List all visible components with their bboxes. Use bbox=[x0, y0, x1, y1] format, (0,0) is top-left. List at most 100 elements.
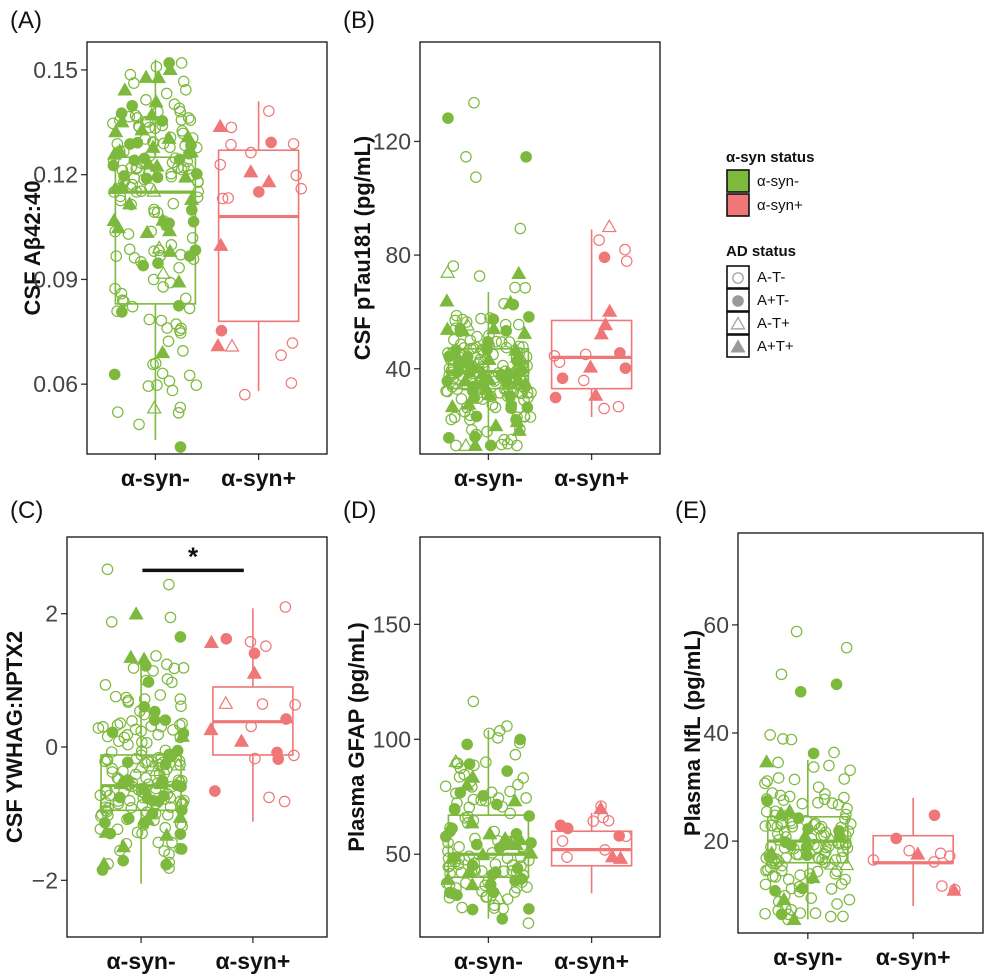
point-filled-triangle bbox=[593, 326, 609, 340]
point-open-circle bbox=[174, 401, 187, 414]
y-tick-label: 40 bbox=[703, 720, 729, 746]
point-filled-triangle bbox=[96, 856, 112, 870]
point-open-circle bbox=[475, 865, 488, 877]
point-open-circle bbox=[121, 728, 134, 741]
y-tick-label: 40 bbox=[385, 356, 411, 382]
point-open-circle bbox=[772, 772, 785, 784]
point-filled-triangle bbox=[597, 317, 614, 331]
point-open-circle bbox=[173, 324, 186, 337]
point-open-circle bbox=[775, 668, 788, 681]
point-filled-triangle bbox=[144, 107, 160, 121]
point-filled-circle bbox=[142, 676, 155, 688]
point-open-circle bbox=[504, 807, 517, 820]
point-open-circle bbox=[489, 401, 502, 414]
point-filled-circle bbox=[121, 756, 134, 769]
point-open-circle bbox=[147, 273, 160, 286]
point-open-circle bbox=[167, 724, 179, 736]
point-open-circle bbox=[790, 848, 803, 861]
point-filled-circle bbox=[470, 410, 483, 423]
point-filled-circle bbox=[108, 368, 121, 381]
plot-frame bbox=[419, 536, 661, 938]
point-filled-circle bbox=[598, 251, 611, 264]
point-open-circle bbox=[110, 250, 123, 262]
point-filled-circle bbox=[830, 678, 843, 691]
point-filled-triangle bbox=[593, 800, 609, 815]
point-open-circle bbox=[175, 700, 187, 712]
point-open-circle bbox=[458, 768, 471, 781]
y-tick-label: 2 bbox=[45, 601, 58, 627]
panel-letter: (D) bbox=[343, 497, 376, 524]
point-open-circle bbox=[160, 87, 173, 100]
point-open-triangle bbox=[459, 317, 475, 331]
point-filled-circle bbox=[619, 362, 632, 374]
point-open-circle bbox=[470, 341, 483, 354]
point-filled-circle bbox=[114, 791, 126, 804]
point-filled-triangle bbox=[246, 665, 262, 679]
point-filled-circle bbox=[183, 250, 196, 262]
y-axis-title: CSF Aβ42:40 bbox=[20, 181, 45, 316]
point-filled-circle bbox=[174, 631, 187, 643]
point-open-circle bbox=[619, 243, 631, 256]
point-filled-circle bbox=[174, 828, 187, 840]
point-open-circle bbox=[503, 336, 516, 348]
point-filled-circle bbox=[515, 872, 528, 885]
legend-shape-swatch bbox=[726, 265, 750, 289]
point-filled-triangle bbox=[141, 156, 157, 170]
point-open-circle bbox=[173, 102, 186, 115]
point-filled-circle bbox=[159, 758, 172, 771]
point-filled-circle bbox=[511, 862, 524, 875]
point-open-circle bbox=[790, 625, 803, 638]
point-open-circle bbox=[151, 206, 164, 219]
point-filled-triangle bbox=[507, 793, 523, 807]
point-open-circle bbox=[460, 151, 472, 163]
point-open-circle bbox=[509, 281, 521, 294]
point-open-circle bbox=[439, 780, 452, 793]
point-filled-triangle bbox=[139, 224, 155, 238]
point-open-circle bbox=[467, 695, 480, 708]
point-open-circle bbox=[620, 255, 633, 267]
point-filled-circle bbox=[493, 842, 506, 854]
point-open-triangle bbox=[146, 400, 162, 414]
point-open-circle bbox=[183, 302, 196, 315]
point-filled-circle bbox=[117, 854, 130, 867]
point-open-circle bbox=[225, 121, 238, 134]
point-open-circle bbox=[587, 815, 600, 827]
point-open-circle bbox=[172, 407, 185, 419]
point-open-circle bbox=[173, 261, 185, 274]
point-filled-circle bbox=[461, 738, 473, 751]
point-open-triangle bbox=[224, 338, 240, 352]
point-open-circle bbox=[577, 374, 590, 387]
point-filled-circle bbox=[248, 647, 261, 660]
point-filled-triangle bbox=[488, 418, 504, 432]
point-filled-triangle bbox=[150, 69, 167, 84]
y-axis-title: Plasma NfL (pg/mL) bbox=[680, 630, 705, 836]
point-open-circle bbox=[157, 281, 169, 293]
point-filled-circle bbox=[187, 215, 200, 228]
point-filled-circle bbox=[466, 903, 479, 916]
point-open-circle bbox=[777, 794, 790, 806]
point-filled-circle bbox=[523, 810, 536, 822]
point-filled-circle bbox=[443, 886, 456, 899]
point-open-circle bbox=[838, 773, 851, 785]
point-open-circle bbox=[117, 765, 129, 778]
point-filled-circle bbox=[118, 170, 130, 182]
point-filled-triangle bbox=[439, 321, 455, 335]
point-filled-circle bbox=[173, 299, 185, 312]
point-filled-circle bbox=[442, 112, 454, 124]
point-filled-triangle bbox=[512, 831, 528, 846]
point-open-circle bbox=[105, 616, 118, 628]
point-open-triangle bbox=[601, 218, 617, 233]
point-filled-circle bbox=[174, 441, 187, 453]
point-open-triangle bbox=[442, 853, 458, 867]
point-open-circle bbox=[453, 841, 465, 853]
y-tick-label: 0.15 bbox=[33, 57, 78, 83]
point-filled-triangle bbox=[481, 387, 497, 401]
point-open-triangle bbox=[218, 695, 234, 709]
point-open-circle bbox=[844, 818, 857, 830]
legend-shape-swatch bbox=[726, 311, 750, 335]
point-filled-circle bbox=[521, 401, 534, 414]
point-filled-circle bbox=[500, 325, 512, 337]
point-open-circle bbox=[249, 752, 261, 765]
point-open-circle bbox=[148, 206, 161, 218]
point-open-circle bbox=[456, 901, 468, 914]
